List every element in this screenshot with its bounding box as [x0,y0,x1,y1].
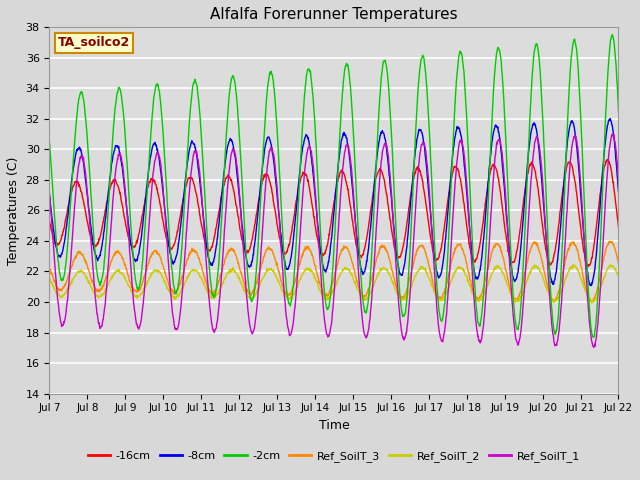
-8cm [45,192,53,198]
Ref_SoilT_1 [45,191,53,196]
Ref_SoilT_2 [570,262,578,268]
Line: -16cm: -16cm [49,159,618,266]
Ref_SoilT_1 [614,179,622,184]
Ref_SoilT_2 [236,276,243,282]
-8cm [614,189,622,195]
Ref_SoilT_1 [589,345,597,350]
-2cm [609,32,616,37]
Ref_SoilT_1 [158,176,166,181]
Ref_SoilT_3 [422,253,430,259]
-8cm [497,144,504,150]
-16cm [614,224,622,229]
-2cm [422,79,430,85]
Ref_SoilT_3 [589,299,596,305]
Ref_SoilT_3 [172,288,180,294]
Line: -8cm: -8cm [49,119,618,286]
-2cm [614,109,622,115]
-2cm [497,55,504,60]
-8cm [547,276,555,282]
-8cm [158,180,166,186]
Line: -2cm: -2cm [49,35,618,337]
Ref_SoilT_3 [158,261,166,267]
-2cm [236,138,243,144]
-16cm [604,156,612,162]
Ref_SoilT_1 [609,131,617,137]
Ref_SoilT_3 [547,295,555,301]
Ref_SoilT_2 [614,273,622,279]
-16cm [497,191,504,196]
-16cm [547,262,555,267]
-8cm [606,116,614,121]
Ref_SoilT_1 [497,141,504,146]
-16cm [236,225,243,230]
Ref_SoilT_2 [497,265,504,271]
Ref_SoilT_1 [422,154,430,159]
Ref_SoilT_1 [172,326,180,332]
Ref_SoilT_3 [606,239,614,244]
Line: Ref_SoilT_2: Ref_SoilT_2 [49,265,618,303]
-8cm [422,162,430,168]
Ref_SoilT_1 [547,311,555,317]
-16cm [422,203,430,208]
Ref_SoilT_2 [422,268,430,274]
-2cm [158,118,166,123]
Ref_SoilT_2 [158,274,166,279]
-2cm [547,294,555,300]
-2cm [172,289,180,295]
-16cm [158,215,166,221]
-16cm [172,235,180,241]
-16cm [584,264,592,269]
-2cm [589,334,597,340]
-16cm [45,218,53,224]
Y-axis label: Temperatures (C): Temperatures (C) [7,156,20,264]
Ref_SoilT_3 [497,247,504,253]
Ref_SoilT_2 [547,294,555,300]
X-axis label: Time: Time [319,419,349,432]
-8cm [587,283,595,288]
Line: Ref_SoilT_3: Ref_SoilT_3 [49,241,618,302]
-8cm [172,254,180,260]
Title: Alfalfa Forerunner Temperatures: Alfalfa Forerunner Temperatures [210,7,458,22]
-8cm [236,197,243,203]
Ref_SoilT_2 [45,276,53,282]
Text: TA_soilco2: TA_soilco2 [58,36,131,49]
Ref_SoilT_1 [236,194,243,200]
Legend: -16cm, -8cm, -2cm, Ref_SoilT_3, Ref_SoilT_2, Ref_SoilT_1: -16cm, -8cm, -2cm, Ref_SoilT_3, Ref_Soil… [83,447,584,467]
Ref_SoilT_3 [614,261,622,267]
Ref_SoilT_2 [172,294,180,300]
-2cm [45,139,53,144]
Ref_SoilT_2 [588,300,595,306]
Ref_SoilT_3 [45,265,53,271]
Ref_SoilT_3 [236,266,243,272]
Line: Ref_SoilT_1: Ref_SoilT_1 [49,134,618,348]
